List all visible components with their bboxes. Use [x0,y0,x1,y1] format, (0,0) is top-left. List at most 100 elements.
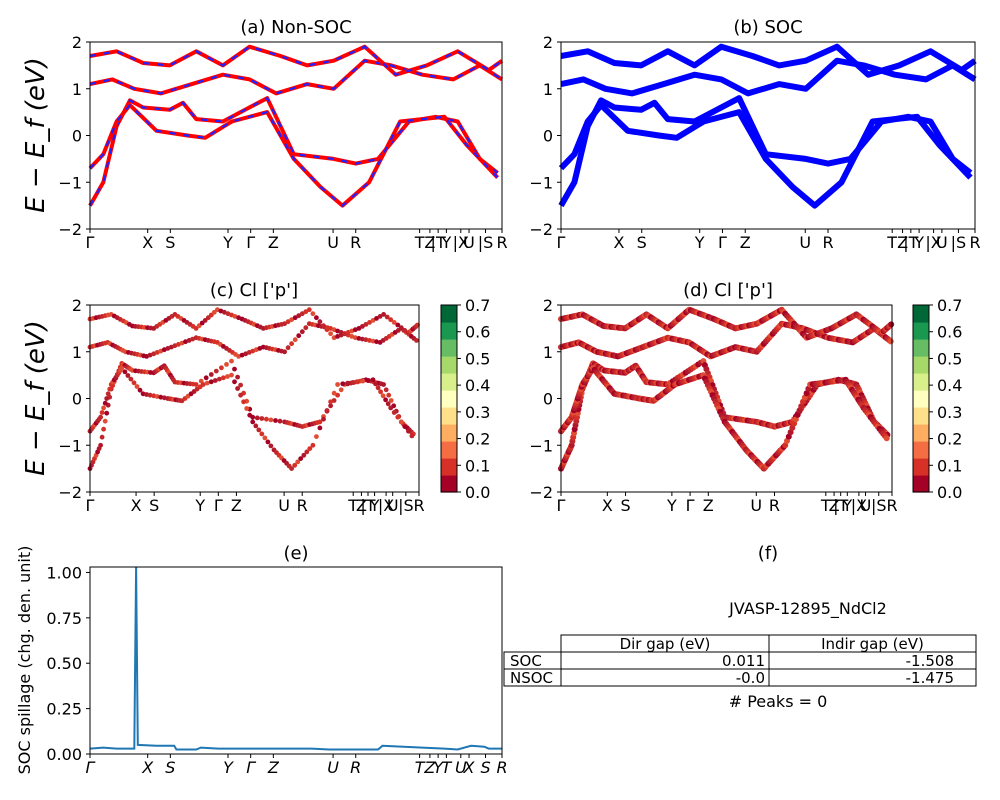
projection-point [282,349,287,355]
x-tick-label: |S [398,496,414,515]
colorbar-segment [913,458,929,476]
projection-point [256,427,262,433]
projection-point [360,324,365,329]
table-cell-dir-gap: -0.0 [736,669,765,687]
projection-point [102,418,108,424]
x-tick-label: Y [440,233,451,252]
projection-point [317,319,323,325]
projection-point [262,435,268,441]
projection-point [298,456,304,461]
projection-point [289,317,294,323]
x-tick-label: R [886,496,897,515]
x-tick-label: R [297,496,308,515]
panel-a-title: (a) Non-SOC [240,17,351,38]
projection-point [321,323,326,329]
projection-point [104,410,110,416]
projection-point [183,339,188,345]
x-tick-label: Z [268,233,279,252]
y-tick-label: 1 [543,80,553,99]
x-tick-label: X [602,496,613,515]
projection-point [232,366,237,372]
projection-point [384,314,390,320]
projection-point [370,318,376,323]
x-tick-label: Γ [246,758,256,777]
projection-point [208,372,214,377]
x-tick-label: U [455,758,467,777]
projection-point [202,318,208,323]
gap-table: Dir gap (eV) Indir gap (eV) SOC 0.011 -1.508… [503,634,977,687]
panel-c-projected-bands: 210−1−2Γ X S Y Γ Z U R TZ|TY|XU |S R [58,296,424,515]
projection-point [222,309,227,315]
x-tick-label: |T [903,233,918,252]
projection-point [328,399,333,405]
x-tick-label: Y [913,233,924,252]
y-tick-label: 0.75 [46,609,82,628]
projection-point [232,314,238,319]
x-tick-label: U [750,496,762,515]
projection-point [219,365,224,371]
band-line-0 [88,96,499,207]
projection-point [147,392,153,398]
x-tick-label: R [969,233,980,252]
band-line-1 [558,102,973,209]
projection-point [125,373,131,378]
band-line-3 [560,43,977,78]
projection-point [147,352,153,358]
projection-point [259,431,265,437]
x-tick-label: |X [453,233,469,252]
colorbar-segment [441,458,457,476]
colorbar-segment [913,441,929,459]
y-tick-label: 0 [72,127,82,146]
projection-point [154,394,160,399]
x-tick-label: X [131,496,142,515]
projection-point [340,381,346,387]
projection-point [254,415,260,421]
x-tick-label: |T [431,233,446,252]
projection-point [107,386,113,392]
projection-point [247,412,253,418]
x-tick-label: U [327,233,339,252]
projection-point [131,380,137,386]
projection-point [331,390,337,396]
x-tick-label: Z [267,758,280,777]
x-tick-label: Γ [557,233,566,252]
projection-point [165,346,171,351]
projection-point [273,418,278,423]
y-tick-label: 1.00 [46,563,82,582]
projection-point [285,319,291,325]
x-tick-label: T [415,758,426,777]
projection-point [250,348,256,354]
projection-point [99,434,105,440]
projection-point [268,443,274,449]
colorbar-tick-label: 0.7 [465,296,490,315]
projection-point [335,334,340,339]
y-tick-label: −2 [529,483,553,502]
y-tick-label: 0.00 [46,745,82,764]
colorbar-tick-label: 0.5 [937,349,962,368]
y-tick-label: 1 [72,80,82,99]
projection-point [292,315,298,321]
projection-point [391,410,397,415]
projection-point [345,380,351,386]
y-tick-label: −1 [58,436,82,455]
projection-point [373,381,378,387]
projection-point [317,425,323,431]
x-tick-label: Y [223,758,234,777]
projection-point [356,326,362,331]
table-cell-indir-gap: -1.475 [906,669,954,687]
x-tick-label: Y [694,233,705,252]
y-tick-label: 2 [72,296,82,315]
projection-point [338,387,344,393]
x-tick-label: |T [833,496,848,515]
projection-point [328,331,333,337]
band-line-1 [88,103,500,208]
colorbar-segment [441,356,457,374]
projection-point [402,328,408,333]
x-tick-label: |S [951,233,967,252]
projection-point [268,417,274,423]
x-tick-label: Y [222,233,233,252]
projection-point [386,392,392,398]
colorbar-tick-label: 0.1 [937,456,962,475]
projection-point [241,399,247,405]
y-tick-label: 0 [543,390,553,409]
